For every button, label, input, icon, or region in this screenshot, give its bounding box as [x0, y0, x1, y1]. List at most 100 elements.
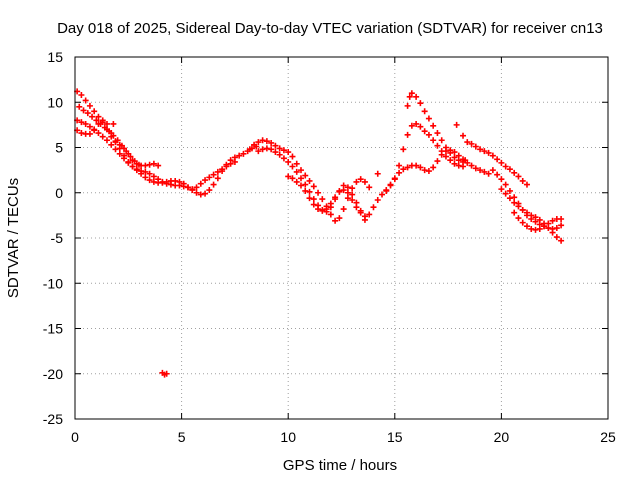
data-point [396, 162, 403, 169]
data-point [477, 167, 484, 174]
data-point [315, 189, 322, 196]
data-point [349, 196, 356, 203]
data-point [142, 162, 149, 169]
data-point [310, 183, 317, 190]
y-tick-label: -10 [43, 275, 63, 291]
y-tick-label: -15 [43, 321, 63, 337]
data-point [214, 168, 221, 175]
data-point [523, 209, 530, 216]
data-point [86, 123, 93, 130]
data-point [93, 117, 100, 124]
data-point [468, 162, 475, 169]
data-point [285, 149, 292, 156]
data-point [344, 184, 351, 191]
data-point [293, 168, 300, 175]
data-point [553, 225, 560, 232]
data-point [280, 147, 287, 154]
data-point [532, 214, 539, 221]
data-point [366, 184, 373, 191]
data-point [103, 120, 110, 127]
data-point [116, 150, 123, 157]
data-point [421, 167, 428, 174]
data-point [163, 370, 170, 377]
data-point [340, 187, 347, 194]
data-point [78, 119, 85, 126]
data-point [396, 169, 403, 176]
data-point [528, 212, 535, 219]
data-point [135, 161, 142, 168]
data-point [447, 147, 454, 154]
data-point [451, 154, 458, 161]
data-point [421, 108, 428, 115]
data-point [340, 206, 347, 213]
data-point [306, 188, 313, 195]
data-point [472, 143, 479, 150]
data-point [131, 158, 138, 165]
data-point [430, 122, 437, 129]
x-tick-label: 20 [494, 429, 510, 445]
data-point [511, 169, 518, 176]
data-point [251, 141, 258, 148]
data-point [259, 146, 266, 153]
data-point [197, 180, 204, 187]
data-point [319, 196, 326, 203]
x-tick-label: 5 [178, 429, 186, 445]
data-point [549, 229, 556, 236]
data-point [255, 148, 262, 155]
data-point [86, 130, 93, 137]
data-point [76, 103, 83, 110]
data-point [417, 100, 424, 107]
data-point [417, 164, 424, 171]
data-point [236, 152, 243, 159]
data-point [114, 137, 121, 144]
data-point [455, 152, 462, 159]
data-point [391, 175, 398, 182]
data-point [519, 219, 526, 226]
data-point [523, 223, 530, 230]
data-point [442, 153, 449, 160]
data-point [536, 216, 543, 223]
data-point [293, 160, 300, 167]
data-point [404, 102, 411, 109]
data-point [240, 150, 247, 157]
data-point [84, 110, 91, 117]
data-point [506, 187, 513, 194]
data-point [150, 173, 157, 180]
data-point [447, 157, 454, 164]
data-point [103, 137, 110, 144]
data-point [434, 130, 441, 137]
data-point [80, 107, 87, 114]
data-point [150, 178, 157, 185]
data-point [438, 151, 445, 158]
data-point [110, 132, 117, 139]
data-point [485, 170, 492, 177]
data-point [451, 160, 458, 167]
data-point [289, 153, 296, 160]
data-point [506, 195, 513, 202]
data-point [502, 163, 509, 170]
data-point [442, 148, 449, 155]
data-point [306, 195, 313, 202]
data-point [106, 128, 113, 135]
data-point [400, 166, 407, 173]
y-tick-label: -25 [43, 411, 63, 427]
data-point [82, 120, 89, 127]
data-point [408, 122, 415, 129]
data-point [425, 168, 432, 175]
data-point [302, 181, 309, 188]
data-point [494, 156, 501, 163]
data-point [319, 207, 326, 214]
data-point [97, 120, 104, 127]
data-point [223, 163, 230, 170]
data-point [197, 191, 204, 198]
data-point [101, 124, 108, 131]
data-point [477, 146, 484, 153]
data-point [451, 149, 458, 156]
data-point [268, 146, 275, 153]
data-points [74, 88, 565, 378]
data-point [506, 166, 513, 173]
data-point [142, 168, 149, 175]
data-point [142, 174, 149, 181]
data-point [519, 177, 526, 184]
data-point [361, 178, 368, 185]
